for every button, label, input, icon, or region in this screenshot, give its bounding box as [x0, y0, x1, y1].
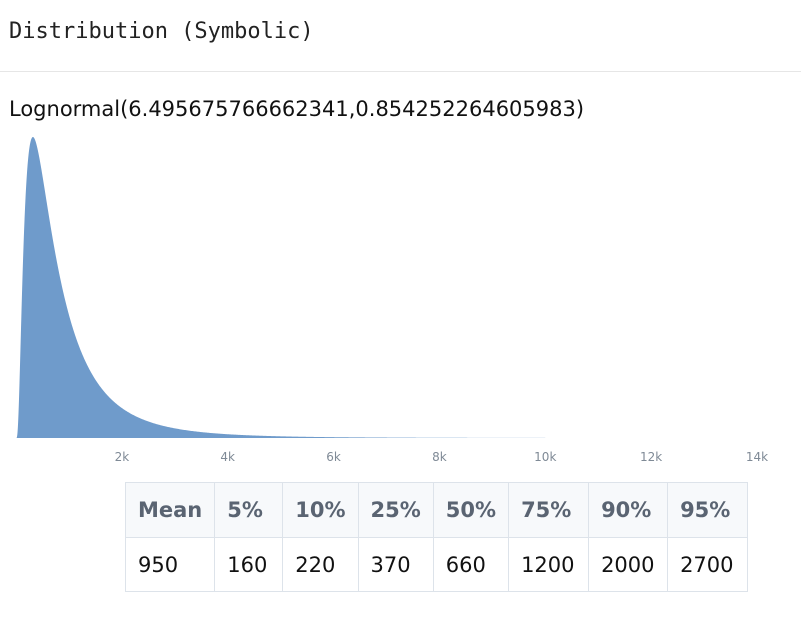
stats-header-p5: 5% — [214, 482, 284, 538]
x-tick-label: 6k — [326, 450, 341, 464]
stats-value-p95: 2700 — [667, 537, 749, 592]
stats-value-p75: 1200 — [508, 537, 590, 592]
distribution-chart: 2k 4k 6k 8k 10k 12k 14k — [16, 137, 769, 464]
stats-value-row: 950 160 220 370 660 1200 2000 2700 — [124, 537, 749, 592]
stats-header-p75: 75% — [508, 482, 590, 538]
stats-header-p95: 95% — [667, 482, 749, 538]
stats-value-p50: 660 — [432, 537, 510, 592]
header-bar: Distribution (Symbolic) — [0, 0, 801, 72]
stats-header-row: Mean 5% 10% 25% 50% 75% 90% 95% — [124, 482, 749, 538]
stats-value-mean: 950 — [124, 537, 216, 592]
distribution-label: Lognormal(6.495675766662341,0.8542522646… — [9, 97, 585, 121]
stats-header-p10: 10% — [282, 482, 359, 538]
x-tick-label: 12k — [640, 450, 662, 464]
stats-value-p10: 220 — [282, 537, 359, 592]
stats-header-p25: 25% — [357, 482, 434, 538]
density-area — [16, 137, 546, 438]
x-axis-ticks: 2k 4k 6k 8k 10k 12k 14k — [115, 450, 769, 464]
page-title: Distribution (Symbolic) — [9, 19, 314, 44]
x-tick-label: 14k — [746, 450, 768, 464]
x-tick-label: 10k — [534, 450, 556, 464]
stats-value-p5: 160 — [214, 537, 284, 592]
stats-header-p90: 90% — [588, 482, 669, 538]
stats-header-mean: Mean — [124, 482, 216, 538]
x-tick-label: 8k — [432, 450, 447, 464]
stats-table: Mean 5% 10% 25% 50% 75% 90% 95% 950 160 … — [124, 482, 749, 592]
stats-header-p50: 50% — [432, 482, 510, 538]
stats-value-p25: 370 — [357, 537, 434, 592]
stats-value-p90: 2000 — [588, 537, 669, 592]
x-tick-label: 4k — [220, 450, 235, 464]
x-tick-label: 2k — [115, 450, 130, 464]
